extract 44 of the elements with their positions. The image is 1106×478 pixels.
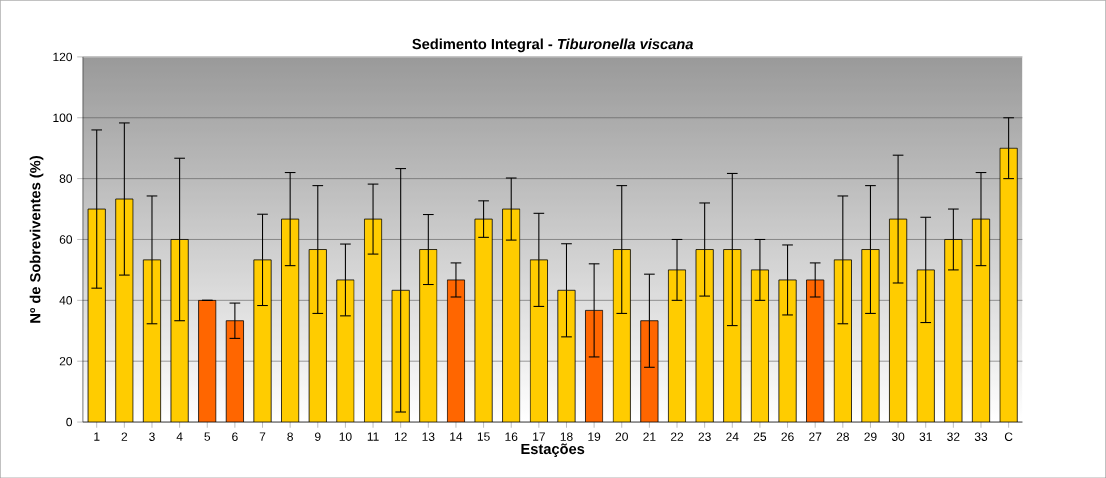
x-tick-label: 30 <box>891 432 905 441</box>
x-tick-label: 26 <box>781 432 794 441</box>
y-tick-label: 80 <box>59 174 73 183</box>
x-tick-label: 27 <box>809 432 822 441</box>
x-axis-title: Estações <box>521 443 585 457</box>
x-tick-label: 10 <box>339 432 352 441</box>
x-tick-label: 15 <box>477 432 490 441</box>
x-tick-label: 13 <box>422 432 435 441</box>
x-tick-label: 33 <box>974 432 988 441</box>
x-tick-label: 3 <box>149 432 155 441</box>
y-tick-label: 60 <box>59 235 73 244</box>
y-axis-title: Nº de Sobreviventes (%) <box>29 155 44 323</box>
x-tick-label: 2 <box>121 432 128 441</box>
x-tick-label: 8 <box>287 432 293 441</box>
x-tick-label: 14 <box>450 432 463 441</box>
x-tick-label: 16 <box>505 432 518 441</box>
x-tick-label: 28 <box>836 432 849 441</box>
x-tick-label: 12 <box>394 432 407 441</box>
y-tick-label: 120 <box>53 52 73 62</box>
x-tick-label: 1 <box>94 432 100 441</box>
x-tick-label: 20 <box>615 432 628 441</box>
chart-title: Sedimento Integral - Tiburonella viscana <box>412 38 694 53</box>
x-tick-label: 17 <box>533 432 545 441</box>
x-tick-label: 6 <box>232 432 238 441</box>
x-tick-label: 25 <box>753 432 767 441</box>
x-tick-label: 31 <box>919 432 932 441</box>
y-tick-label: 0 <box>66 417 73 427</box>
x-tick-label: 29 <box>864 432 877 441</box>
y-tick-label: 20 <box>59 356 73 366</box>
x-tick-label: 23 <box>698 432 711 441</box>
x-tick-label: 4 <box>176 432 183 441</box>
x-tick-label: 11 <box>367 432 379 441</box>
x-tick-label: 24 <box>726 432 739 441</box>
x-tick-label: 18 <box>560 432 573 441</box>
x-tick-label: 21 <box>643 432 656 441</box>
x-tick-label: 9 <box>315 432 321 441</box>
x-tick-label: 22 <box>670 432 684 441</box>
y-tick-label: 40 <box>59 295 73 305</box>
x-tick-label: 32 <box>947 432 960 441</box>
x-tick-label: 5 <box>204 432 211 441</box>
x-tick-label: 7 <box>259 432 266 441</box>
x-tick-label: C <box>1004 432 1013 441</box>
x-tick-label: 19 <box>588 432 601 441</box>
y-tick-label: 100 <box>53 113 73 122</box>
